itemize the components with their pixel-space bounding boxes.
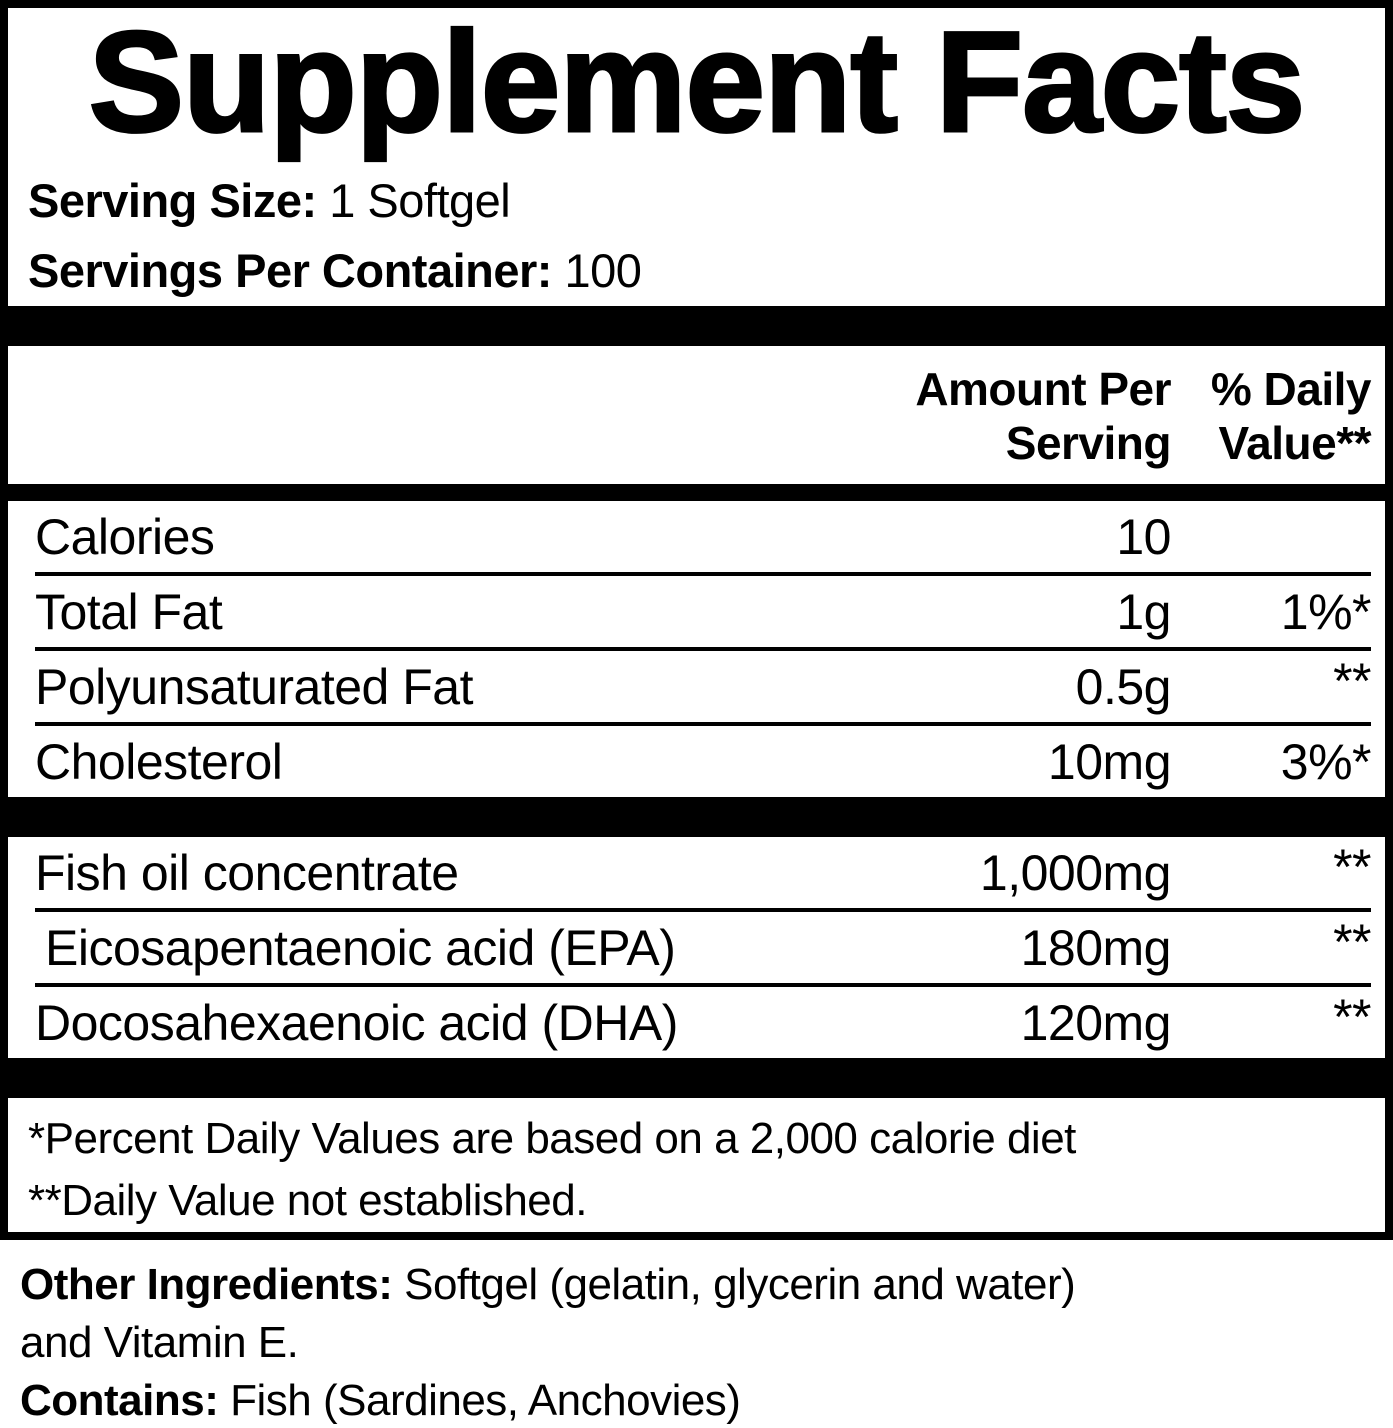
serving-size-value: 1 Softgel — [329, 174, 511, 227]
nutrient-rows-blend: Fish oil concentrate 1,000mg ** Eicosape… — [35, 837, 1372, 1058]
nutrient-row-dha: Docosahexaenoic acid (DHA) 120mg ** — [35, 983, 1372, 1058]
servings-per-container-value: 100 — [564, 244, 642, 297]
serving-info: Serving Size: 1 Softgel Servings Per Con… — [8, 158, 1385, 306]
nutrient-name: Cholesterol — [35, 733, 283, 790]
dv-header-line2: Value** — [1218, 417, 1372, 469]
amount-per-serving-header: Amount Per Serving — [915, 362, 1171, 470]
column-headers: Amount Per Serving % Daily Value** — [8, 346, 1385, 484]
nutrient-row-calories: Calories 10 — [35, 501, 1371, 572]
nutrient-name: Docosahexaenoic acid (DHA) — [35, 994, 678, 1051]
other-ingredients-section: Other Ingredients: Softgel (gelatin, gly… — [0, 1240, 1393, 1428]
nutrient-row-epa: Eicosapentaenoic acid (EPA) 180mg ** — [35, 908, 1372, 983]
contains-value: Fish (Sardines, Anchovies) — [230, 1376, 741, 1425]
nutrient-name: Total Fat — [35, 583, 223, 640]
amount-value: 0.5g — [1075, 658, 1172, 715]
thick-divider-bar-middle — [8, 797, 1385, 837]
amount-value: 180mg — [1020, 919, 1172, 976]
nutrient-name: Eicosapentaenoic acid (EPA) — [45, 919, 676, 976]
dv-header-line1: % Daily — [1210, 363, 1372, 415]
servings-per-container-label: Servings Per Container: — [28, 244, 552, 297]
nutrient-row-polyunsaturated-fat: Polyunsaturated Fat 0.5g ** — [35, 647, 1372, 722]
label-title: Supplement Facts — [87, 3, 1307, 162]
daily-value: ** — [1333, 989, 1371, 1045]
serving-size-label: Serving Size: — [28, 174, 317, 227]
servings-per-container-line: Servings Per Container: 100 — [28, 236, 1385, 306]
daily-value: ** — [1333, 914, 1371, 970]
other-ingredients-label: Other Ingredients: — [20, 1260, 393, 1309]
nutrient-row-cholesterol: Cholesterol 10mg 3%* — [35, 722, 1372, 797]
serving-size-line: Serving Size: 1 Softgel — [28, 166, 1385, 236]
nutrient-name: Polyunsaturated Fat — [35, 658, 473, 715]
daily-value: 3%* — [1280, 733, 1372, 790]
footnote-daily-value-not-established: **Daily Value not established. — [28, 1176, 587, 1225]
nutrient-row-total-fat: Total Fat 1g 1%* — [35, 572, 1372, 647]
daily-value: 1%* — [1280, 583, 1372, 640]
amount-value: 120mg — [1020, 994, 1172, 1051]
amount-value: 1g — [1116, 583, 1171, 640]
amount-value: 1,000mg — [979, 844, 1172, 901]
nutrient-name: Calories — [35, 508, 215, 565]
contains-line: Contains: Fish (Sardines, Anchovies) — [20, 1372, 1393, 1428]
medium-divider-bar — [8, 484, 1385, 501]
nutrient-row-fish-oil: Fish oil concentrate 1,000mg ** — [35, 837, 1372, 908]
contains-label: Contains: — [20, 1376, 219, 1425]
daily-value: ** — [1333, 653, 1371, 709]
footnote-percent-daily-value: *Percent Daily Values are based on a 2,0… — [28, 1114, 1076, 1163]
other-ingredients-line: Other Ingredients: Softgel (gelatin, gly… — [20, 1256, 1393, 1314]
footnotes: *Percent Daily Values are based on a 2,0… — [8, 1098, 1385, 1232]
daily-value-header: % Daily Value** — [1171, 362, 1372, 470]
thick-divider-bar-bottom — [8, 1058, 1385, 1098]
nutrient-name: Fish oil concentrate — [35, 844, 459, 901]
daily-value: ** — [1333, 839, 1371, 895]
nutrient-rows-main: Calories 10 Total Fat 1g 1%* Polyunsatur… — [35, 501, 1372, 797]
amount-value: 10 — [1116, 508, 1171, 565]
amount-header-line2: Serving — [1005, 417, 1172, 469]
supplement-facts-box: Supplement Facts Serving Size: 1 Softgel… — [0, 0, 1393, 1240]
thick-divider-bar-top — [8, 306, 1385, 346]
amount-header-line1: Amount Per — [915, 363, 1171, 415]
other-ingredients-value: Softgel (gelatin, glycerin and water) — [404, 1260, 1076, 1309]
amount-value: 10mg — [1047, 733, 1172, 790]
other-ingredients-continuation: and Vitamin E. — [20, 1318, 299, 1367]
